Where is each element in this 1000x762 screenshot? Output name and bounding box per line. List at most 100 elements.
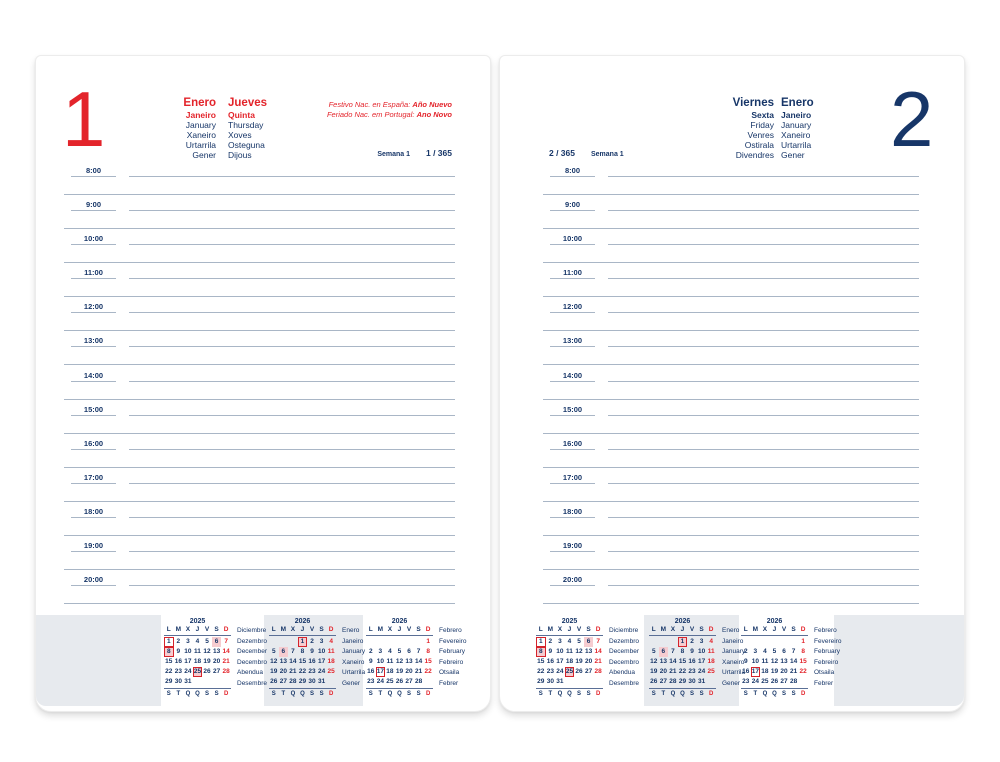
weekday-letter: S bbox=[586, 691, 591, 697]
calendar-day: 22 bbox=[165, 668, 173, 675]
mini-calendar-strip: 2025 L M X J V S D 1 2 3 4 5 6 7 8 9 10 11 12 13 14 15 16 17 18 19… bbox=[500, 615, 964, 706]
weekday-letter: T bbox=[548, 691, 553, 697]
hour-row: 18:00 bbox=[500, 501, 964, 536]
weekday-letter: V bbox=[309, 626, 315, 633]
weekday-letter: S bbox=[319, 626, 324, 633]
half-hour-line bbox=[64, 211, 455, 230]
hour-line: 15:00 bbox=[36, 399, 490, 416]
calendar-day: 27 bbox=[780, 678, 788, 685]
calendar-day: 24 bbox=[751, 678, 759, 685]
calendar-day: 19 bbox=[770, 668, 779, 675]
calendar-day: 24 bbox=[376, 678, 384, 685]
calendar-day: 6 bbox=[658, 647, 669, 657]
calendar-day: 3 bbox=[699, 638, 704, 645]
weekday-letter: L bbox=[743, 626, 748, 633]
writing-line bbox=[608, 210, 919, 212]
hour-row: 13:00 bbox=[36, 330, 490, 366]
calendar-day: 23 bbox=[742, 678, 750, 685]
calendar-day: 23 bbox=[546, 668, 554, 675]
half-hour-line bbox=[543, 279, 919, 298]
calendar-day: 17 bbox=[697, 658, 706, 665]
calendar-empty-cell bbox=[212, 677, 222, 687]
hour-label: 16:00 bbox=[550, 439, 595, 450]
writing-line bbox=[608, 516, 919, 518]
hour-label: 12:00 bbox=[71, 302, 116, 314]
month-name: Fevereiro bbox=[814, 637, 842, 645]
calendar-day: 16 bbox=[174, 658, 182, 665]
header-col1-text: Ostirala bbox=[744, 140, 774, 150]
calendar-day: 8 bbox=[300, 648, 305, 655]
month-name: Dezembro bbox=[609, 637, 639, 645]
calendar-empty-cell bbox=[789, 637, 799, 647]
calendar-empty-cell bbox=[779, 637, 789, 647]
half-hour-line bbox=[543, 552, 919, 571]
calendar-day: 4 bbox=[388, 648, 392, 655]
weekday-letter: T bbox=[176, 691, 181, 697]
hour-line: 10:00 bbox=[500, 228, 964, 246]
weekday-letter: D bbox=[425, 691, 431, 697]
hour-row: 12:00 bbox=[36, 296, 490, 332]
weekday-letter: D bbox=[595, 691, 601, 697]
weekday-letter: M bbox=[752, 626, 759, 633]
mini-calendar-0: 2025 L M X J V S D 1 2 3 4 5 6 7 8 9 10 11 12 13 14 15 16 17 18 19… bbox=[536, 617, 654, 705]
hour-line: 12:00 bbox=[500, 296, 964, 314]
hour-row: 17:00 bbox=[36, 467, 490, 502]
hour-line: 14:00 bbox=[500, 365, 964, 382]
header-col2-text: Gener bbox=[781, 150, 805, 160]
calendar-day: 31 bbox=[697, 678, 706, 685]
hour-line: 9:00 bbox=[500, 194, 964, 212]
writing-line bbox=[129, 482, 455, 484]
weekday-letter: D bbox=[800, 691, 806, 697]
half-hour-line bbox=[543, 382, 919, 400]
calendar-day: 17 bbox=[184, 658, 192, 665]
calendar-day: 15 bbox=[165, 658, 173, 665]
calendar-day: 20 bbox=[659, 668, 667, 675]
month-name-list: Febrero Fevereiro February Febreiro Otsaila F… bbox=[814, 626, 859, 690]
weekday-letter: Q bbox=[772, 691, 777, 697]
calendar-day: 18 bbox=[761, 668, 769, 675]
month-name: Desembre bbox=[237, 679, 267, 687]
writing-line bbox=[608, 312, 919, 314]
header-col1-text: Janeiro bbox=[185, 110, 216, 120]
calendar-day: 2 bbox=[743, 648, 748, 655]
month-name: Enero bbox=[722, 627, 740, 634]
calendar-day: 30 bbox=[308, 678, 316, 685]
week-label: Semana 1 bbox=[377, 151, 410, 158]
weekday-letter: J bbox=[680, 626, 685, 633]
weekday-letter: D bbox=[708, 691, 714, 697]
half-hour-line bbox=[543, 313, 919, 332]
day-number: 1 bbox=[62, 75, 105, 163]
calendar-day: 9 bbox=[310, 648, 314, 655]
calendar-day: 19 bbox=[650, 668, 658, 675]
header-row: Janeiro Quinta bbox=[116, 110, 348, 120]
header-col2-text: Enero bbox=[781, 97, 814, 109]
month-name: Febrero bbox=[814, 627, 837, 634]
weekday-letter: Q bbox=[290, 691, 296, 697]
calendar-day: 14 bbox=[414, 658, 423, 665]
calendar-day: 7 bbox=[224, 638, 228, 645]
calendar-day: 25 bbox=[707, 668, 715, 675]
month-name: Fevereiro bbox=[439, 637, 467, 645]
weekday-letter: S bbox=[791, 626, 796, 633]
calendar-day: 8 bbox=[801, 648, 805, 655]
calendar-empty-cell bbox=[404, 637, 414, 647]
day-grid: 1 2 3 4 5 6 7 8 9 10 11 12 13 14 15 16 17 18 19 20 21 22 23 24 2… bbox=[269, 636, 336, 687]
mini-calendar-year: 2026 bbox=[391, 618, 408, 625]
calendar-day: 1 bbox=[164, 637, 174, 647]
weekday-letter: S bbox=[407, 691, 412, 697]
calendar-day: 2 bbox=[176, 638, 181, 645]
diary-page-right: 2 Viernes Enero Sexta Janeiro Friday January V… bbox=[499, 55, 965, 712]
weekday-letter: T bbox=[753, 691, 758, 697]
calendar-day: 15 bbox=[424, 658, 432, 665]
month-name-list: Diciembre Dezembro December Decembro Abendua… bbox=[609, 626, 654, 690]
header-row: Ostirala Urtarrila bbox=[630, 140, 901, 150]
weekday-letter: S bbox=[214, 691, 219, 697]
header-col2-text: Urtarrila bbox=[781, 140, 812, 150]
header-col1-text: Enero bbox=[183, 97, 216, 109]
calendar-day: 31 bbox=[556, 678, 564, 685]
weekday-letter: S bbox=[586, 626, 591, 633]
diary-page-left: 1 Enero Jueves Janeiro Quinta January Thursda… bbox=[35, 55, 491, 712]
hour-row: 10:00 bbox=[36, 228, 490, 264]
calendar-day: 28 bbox=[789, 678, 798, 685]
